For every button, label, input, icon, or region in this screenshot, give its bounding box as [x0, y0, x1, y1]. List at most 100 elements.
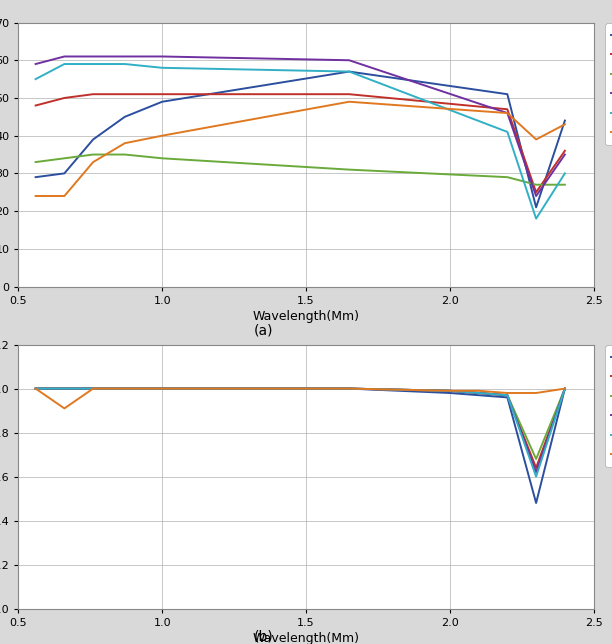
- limestone(461): [475, 389, 482, 397]
- limestone(457): [61, 169, 68, 177]
- limestone(459): [345, 90, 353, 98]
- limestone(461): [446, 387, 453, 395]
- limestone(464): [61, 53, 68, 61]
- limestone(466): [159, 384, 166, 392]
- limestone(459): [561, 384, 569, 392]
- limestone(459): [159, 90, 166, 98]
- Legend: limestone(457), limestone(459), limestone(461), limestone(464), limestone(465), : limestone(457), limestone(459), limeston…: [605, 345, 612, 468]
- Text: (a): (a): [253, 324, 273, 338]
- limestone(461): [345, 166, 353, 173]
- limestone(459): [561, 147, 569, 155]
- limestone(459): [159, 384, 166, 392]
- limestone(464): [345, 384, 353, 392]
- limestone(464): [121, 53, 129, 61]
- Line: limestone(465): limestone(465): [35, 388, 565, 477]
- limestone(466): [61, 192, 68, 200]
- limestone(465): [61, 60, 68, 68]
- limestone(461): [504, 392, 511, 399]
- limestone(457): [89, 384, 97, 392]
- limestone(466): [121, 384, 129, 392]
- limestone(459): [121, 384, 129, 392]
- limestone(461): [504, 173, 511, 181]
- limestone(466): [345, 384, 353, 392]
- limestone(457): [446, 389, 453, 397]
- limestone(466): [475, 387, 482, 395]
- limestone(459): [504, 392, 511, 399]
- limestone(464): [89, 53, 97, 61]
- limestone(464): [561, 151, 569, 158]
- limestone(457): [345, 384, 353, 392]
- limestone(464): [32, 384, 39, 392]
- limestone(461): [61, 155, 68, 162]
- limestone(465): [159, 64, 166, 71]
- Legend: limestone(457), limestone(459), limestone(461), limestone(464), limestone(465), : limestone(457), limestone(459), limeston…: [605, 23, 612, 146]
- limestone(459): [32, 102, 39, 109]
- Line: limestone(464): limestone(464): [35, 57, 565, 196]
- limestone(461): [121, 384, 129, 392]
- limestone(466): [121, 139, 129, 147]
- Line: limestone(459): limestone(459): [35, 94, 565, 193]
- limestone(465): [32, 75, 39, 83]
- limestone(465): [32, 384, 39, 392]
- limestone(459): [446, 387, 453, 395]
- limestone(466): [32, 192, 39, 200]
- limestone(461): [532, 181, 540, 189]
- limestone(465): [61, 384, 68, 392]
- limestone(464): [475, 389, 482, 397]
- limestone(465): [159, 384, 166, 392]
- X-axis label: Wavelength(Mm): Wavelength(Mm): [253, 632, 359, 644]
- limestone(464): [504, 392, 511, 399]
- Line: limestone(459): limestone(459): [35, 388, 565, 468]
- limestone(465): [446, 387, 453, 395]
- limestone(457): [121, 384, 129, 392]
- limestone(459): [345, 384, 353, 392]
- limestone(457): [32, 173, 39, 181]
- limestone(464): [32, 60, 39, 68]
- X-axis label: Wavelength(Mm): Wavelength(Mm): [253, 310, 359, 323]
- limestone(459): [61, 384, 68, 392]
- limestone(457): [61, 384, 68, 392]
- limestone(459): [89, 384, 97, 392]
- Line: limestone(457): limestone(457): [35, 388, 565, 503]
- limestone(465): [121, 384, 129, 392]
- limestone(465): [345, 68, 353, 75]
- limestone(465): [121, 60, 129, 68]
- limestone(466): [504, 109, 511, 117]
- limestone(459): [121, 90, 129, 98]
- limestone(464): [345, 57, 353, 64]
- limestone(466): [561, 120, 569, 128]
- limestone(459): [532, 464, 540, 471]
- limestone(466): [89, 158, 97, 166]
- limestone(466): [561, 384, 569, 392]
- limestone(461): [561, 181, 569, 189]
- limestone(457): [89, 136, 97, 144]
- limestone(457): [121, 113, 129, 120]
- limestone(457): [475, 392, 482, 399]
- limestone(459): [504, 106, 511, 113]
- limestone(461): [89, 151, 97, 158]
- limestone(459): [61, 94, 68, 102]
- limestone(465): [345, 384, 353, 392]
- limestone(459): [475, 389, 482, 397]
- limestone(461): [159, 155, 166, 162]
- limestone(465): [561, 384, 569, 392]
- limestone(461): [121, 151, 129, 158]
- limestone(465): [504, 392, 511, 399]
- limestone(461): [32, 158, 39, 166]
- Line: limestone(464): limestone(464): [35, 388, 565, 472]
- limestone(459): [532, 189, 540, 196]
- limestone(461): [32, 384, 39, 392]
- limestone(457): [504, 393, 511, 401]
- limestone(465): [561, 169, 569, 177]
- limestone(457): [159, 98, 166, 106]
- Text: (b): (b): [253, 630, 273, 644]
- limestone(464): [532, 192, 540, 200]
- limestone(464): [561, 384, 569, 392]
- limestone(466): [345, 98, 353, 106]
- limestone(466): [532, 136, 540, 144]
- limestone(461): [159, 384, 166, 392]
- limestone(461): [61, 384, 68, 392]
- limestone(459): [89, 90, 97, 98]
- limestone(457): [561, 384, 569, 392]
- limestone(464): [504, 109, 511, 117]
